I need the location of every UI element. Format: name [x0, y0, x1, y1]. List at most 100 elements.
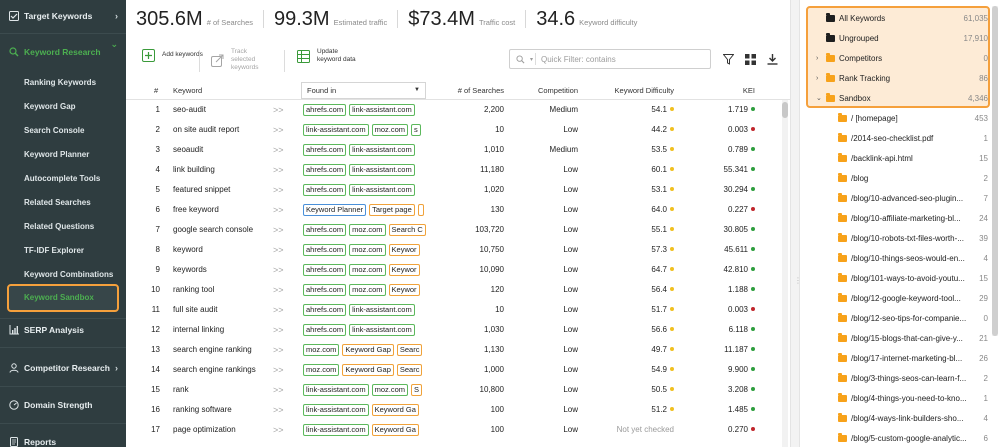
download-icon[interactable] — [766, 53, 778, 65]
expand-arrow-icon[interactable]: >> — [273, 105, 284, 115]
nav-keyword-research[interactable]: Keyword Research ⌄ — [0, 39, 126, 62]
col-kei[interactable]: KEI — [742, 86, 755, 95]
keyword-text[interactable]: page optimization — [173, 425, 236, 434]
panel-splitter[interactable]: ⋮ — [790, 0, 802, 447]
nav-competitor-research[interactable]: Competitor Research › — [0, 358, 126, 378]
group-child[interactable]: /blog/17-internet-marketing-bl... 26 — [800, 349, 990, 369]
keyword-text[interactable]: on site audit report — [173, 125, 240, 134]
nav-domain-strength[interactable]: Domain Strength — [0, 395, 126, 415]
keyword-text[interactable]: google search console — [173, 225, 254, 234]
sidebar-item-ranking-keywords[interactable]: Ranking Keywords — [24, 78, 97, 87]
group-child[interactable]: /backlink-api.html 15 — [800, 149, 990, 169]
table-row[interactable]: 4 link building >> ahrefs.com link-assistant… — [126, 160, 786, 180]
scrollbar-thumb[interactable] — [992, 6, 998, 336]
scrollbar-thumb[interactable] — [782, 102, 788, 118]
expand-arrow-icon[interactable]: >> — [273, 125, 284, 135]
add-keywords-button[interactable]: Add keywords — [141, 48, 204, 62]
keyword-text[interactable]: internal linking — [173, 325, 225, 334]
keyword-text[interactable]: rank — [173, 385, 189, 394]
groups-scrollbar[interactable] — [992, 6, 998, 336]
table-row[interactable]: 17 page optimization >> link-assistant.com K… — [126, 420, 786, 440]
grid-view-icon[interactable] — [744, 53, 756, 65]
group-child[interactable]: /blog/4-things-you-need-to-kno... 1 — [800, 389, 990, 409]
group-competitors[interactable]: › Competitors 0 — [800, 49, 990, 69]
table-row[interactable]: 9 keywords >> ahrefs.com moz.com Keywor 10,090… — [126, 260, 786, 280]
expand-arrow-icon[interactable]: >> — [273, 365, 284, 375]
sidebar-item-search-console[interactable]: Search Console — [24, 126, 85, 135]
table-row[interactable]: 10 ranking tool >> ahrefs.com moz.com Keywor 1… — [126, 280, 786, 300]
col-found-in[interactable]: Found in ▼ — [301, 82, 426, 99]
keyword-text[interactable]: full site audit — [173, 305, 218, 314]
nav-target-keywords[interactable]: Target Keywords › — [0, 6, 126, 26]
col-keyword[interactable]: Keyword — [173, 86, 203, 95]
keyword-text[interactable]: search engine rankings — [173, 365, 256, 374]
table-row[interactable]: 12 internal linking >> ahrefs.com link-assis… — [126, 320, 786, 340]
group-child[interactable]: /blog/10-affiliate-marketing-bl... 24 — [800, 209, 990, 229]
keyword-text[interactable]: keywords — [173, 265, 207, 274]
table-row[interactable]: 6 free keyword >> Keyword Planner Target pag… — [126, 200, 786, 220]
drag-handle-icon[interactable]: ⋮ — [794, 276, 802, 285]
sidebar-item-related-questions[interactable]: Related Questions — [24, 222, 95, 231]
table-scrollbar[interactable] — [782, 100, 788, 447]
expand-arrow-icon[interactable]: >> — [273, 165, 284, 175]
sidebar-item-keyword-planner[interactable]: Keyword Planner — [24, 150, 90, 159]
table-row[interactable]: 7 google search console >> ahrefs.com moz.co… — [126, 220, 786, 240]
col-difficulty[interactable]: Keyword Difficulty — [614, 86, 674, 95]
keyword-text[interactable]: seoaudit — [173, 145, 204, 154]
group-child[interactable]: /blog/15-blogs-that-can-give-y... 21 — [800, 329, 990, 349]
expand-arrow-icon[interactable]: >> — [273, 265, 284, 275]
col-competition[interactable]: Competition — [537, 86, 578, 95]
quick-filter[interactable]: ▾ Quick Filter: contains — [509, 49, 711, 69]
group-child[interactable]: /blog/5-custom-google-analytic... 6 — [800, 429, 990, 447]
filter-icon[interactable] — [722, 53, 734, 65]
update-keyword-data-button[interactable]: Update keyword data — [296, 48, 359, 64]
expand-arrow-icon[interactable]: >> — [273, 345, 284, 355]
keyword-text[interactable]: seo-audit — [173, 105, 206, 114]
table-row[interactable]: 1 seo-audit >> ahrefs.com link-assistant.com… — [126, 100, 786, 120]
keyword-text[interactable]: search engine ranking — [173, 345, 252, 354]
table-row[interactable]: 14 search engine rankings >> moz.com Keyword… — [126, 360, 786, 380]
group-all-keywords[interactable]: All Keywords 61,035 — [800, 9, 990, 29]
group-child[interactable]: /blog/101-ways-to-avoid-youtu... 15 — [800, 269, 990, 289]
table-row[interactable]: 8 keyword >> ahrefs.com moz.com Keywor 10,750 L… — [126, 240, 786, 260]
sidebar-item-keyword-gap[interactable]: Keyword Gap — [24, 102, 76, 111]
expand-arrow-icon[interactable]: >> — [273, 385, 284, 395]
group-child[interactable]: /blog/4-ways-link-builders-sho... 4 — [800, 409, 990, 429]
group-sandbox[interactable]: ⌄ Sandbox 4,346 — [800, 89, 990, 109]
sidebar-item-keyword-sandbox[interactable]: Keyword Sandbox — [7, 284, 119, 312]
expand-arrow-icon[interactable]: >> — [273, 285, 284, 295]
group-child[interactable]: /blog/10-robots-txt-files-worth-... 39 — [800, 229, 990, 249]
track-keywords-button[interactable]: Track selected keywords — [210, 48, 273, 72]
sidebar-item-keyword-combinations[interactable]: Keyword Combinations — [24, 270, 114, 279]
expand-arrow-icon[interactable]: >> — [273, 185, 284, 195]
nav-reports[interactable]: Reports — [0, 432, 126, 447]
group-child[interactable]: / [homepage] 453 — [800, 109, 990, 129]
table-row[interactable]: 15 rank >> link-assistant.com moz.com S 10,800… — [126, 380, 786, 400]
keyword-text[interactable]: featured snippet — [173, 185, 231, 194]
sidebar-item-tfidf-explorer[interactable]: TF-IDF Explorer — [24, 246, 85, 255]
expand-arrow-icon[interactable]: >> — [273, 325, 284, 335]
chevron-down-icon[interactable]: ⌄ — [816, 95, 822, 102]
expand-arrow-icon[interactable]: >> — [273, 305, 284, 315]
table-row[interactable]: 16 ranking software >> link-assistant.com Ke… — [126, 400, 786, 420]
table-row[interactable]: 3 seoaudit >> ahrefs.com link-assistant.com 1… — [126, 140, 786, 160]
group-child[interactable]: /blog 2 — [800, 169, 990, 189]
expand-arrow-icon[interactable]: >> — [273, 245, 284, 255]
group-child[interactable]: /blog/12-google-keyword-tool... 29 — [800, 289, 990, 309]
table-row[interactable]: 11 full site audit >> ahrefs.com link-assist… — [126, 300, 786, 320]
table-row[interactable]: 13 search engine ranking >> moz.com Keyword … — [126, 340, 786, 360]
col-searches[interactable]: # of Searches — [457, 86, 504, 95]
keyword-text[interactable]: ranking tool — [173, 285, 215, 294]
sidebar-item-related-searches[interactable]: Related Searches — [24, 198, 91, 207]
keyword-text[interactable]: free keyword — [173, 205, 219, 214]
search-input[interactable]: Quick Filter: contains — [541, 54, 616, 64]
table-row[interactable]: 2 on site audit report >> link-assistant.co… — [126, 120, 786, 140]
keyword-text[interactable]: ranking software — [173, 405, 232, 414]
expand-arrow-icon[interactable]: >> — [273, 405, 284, 415]
chevron-right-icon[interactable]: › — [816, 75, 819, 82]
expand-arrow-icon[interactable]: >> — [273, 225, 284, 235]
keyword-text[interactable]: keyword — [173, 245, 203, 254]
group-child[interactable]: /blog/3-things-seos-can-learn-f... 2 — [800, 369, 990, 389]
expand-arrow-icon[interactable]: >> — [273, 145, 284, 155]
group-child[interactable]: /2014-seo-checklist.pdf 1 — [800, 129, 990, 149]
